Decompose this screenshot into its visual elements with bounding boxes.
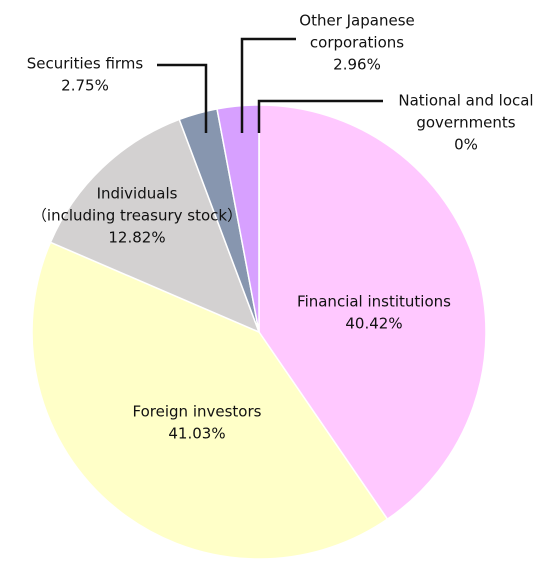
slice-value-label-4: 2.96% [333, 56, 381, 74]
leader-lines [157, 37, 383, 133]
pie-slice-0 [258, 104, 487, 521]
pie-slice-1 [31, 241, 389, 560]
leader-line-4 [240, 37, 296, 133]
slice-value-label-5: 0% [454, 136, 478, 154]
slice-label-4-line-1: corporations [310, 34, 404, 52]
slice-label-1-line-0: Foreign investors [133, 403, 262, 421]
slice-label-2-line-0: Individuals [97, 185, 178, 203]
slice-value-label-3: 2.75% [61, 77, 109, 95]
slice-label-2-line-1: （including treasury stock） [32, 207, 242, 225]
leader-line-5 [257, 99, 383, 133]
slice-label-5-line-1: governments [416, 114, 515, 132]
pie-slices [31, 104, 487, 560]
slice-label-3-line-0: Securities firms [27, 55, 144, 73]
slice-label-5-line-0: National and local [398, 92, 533, 110]
leader-line-3 [157, 63, 208, 133]
slice-value-label-1: 41.03% [168, 425, 225, 443]
slice-value-label-2: 12.82% [108, 229, 165, 247]
slice-label-0-line-0: Financial institutions [297, 293, 451, 311]
slice-label-4-line-0: Other Japanese [299, 12, 414, 30]
slice-labels: Financial institutions 40.42% Foreign inve… [27, 12, 534, 443]
pie-slice-2 [49, 118, 261, 334]
slice-value-label-0: 40.42% [345, 315, 402, 333]
